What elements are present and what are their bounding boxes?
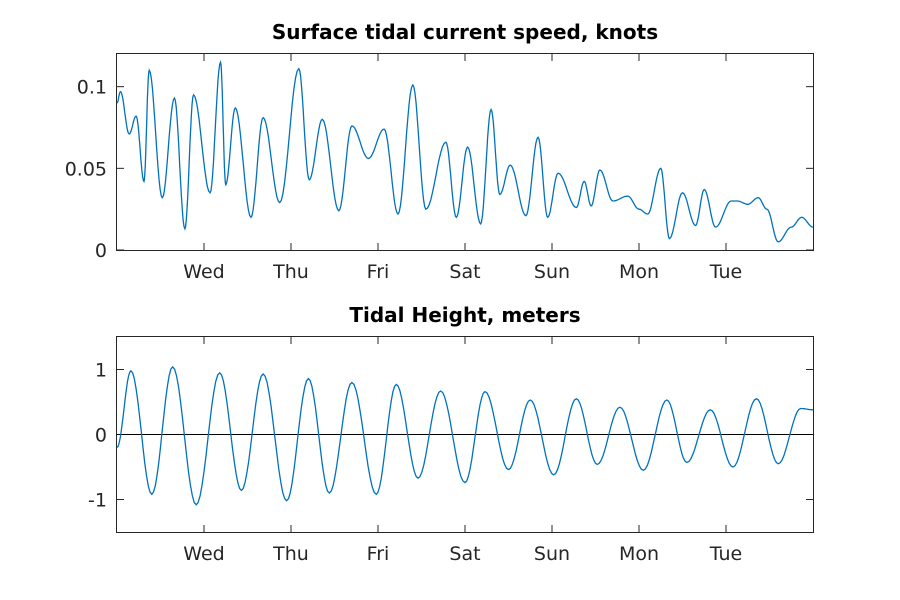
y-tick-label: 0.1 — [77, 77, 107, 99]
x-tick-label: Sat — [449, 261, 480, 283]
tick-group: Wed Thu Fri Sat Sun Mon Tue 0 0.05 0.1 — [65, 54, 813, 283]
x-tick-label: Sun — [534, 261, 570, 283]
x-tick-label: Tue — [709, 261, 742, 283]
x-tick-label: Mon — [619, 543, 659, 565]
y-tick-label: -1 — [88, 490, 107, 512]
plot-area — [116, 53, 814, 251]
y-tick-label: 0 — [95, 240, 107, 262]
tick-group: Wed Thu Fri Sat Sun Mon Tue -1 0 1 — [88, 337, 813, 565]
x-tick-label: Sun — [534, 543, 570, 565]
chart-title: Surface tidal current speed, knots — [272, 20, 658, 44]
y-tick-label: 0 — [95, 425, 107, 447]
x-tick-label: Thu — [272, 543, 309, 565]
x-tick-label: Mon — [619, 261, 659, 283]
series-line — [116, 59, 814, 243]
current-speed-chart: Surface tidal current speed, knots Wed Th… — [65, 20, 814, 283]
x-tick-label: Fri — [367, 543, 390, 565]
chart-title: Tidal Height, meters — [349, 303, 580, 327]
x-tick-label: Thu — [272, 261, 309, 283]
series-line — [116, 365, 813, 506]
series-group — [116, 365, 813, 506]
series-group — [116, 59, 814, 243]
tidal-height-chart: Tidal Height, meters Wed Thu Fri Sat Sun Mon T… — [88, 303, 814, 565]
x-tick-label: Wed — [183, 261, 224, 283]
x-tick-label: Sat — [449, 543, 480, 565]
y-tick-label: 0.05 — [65, 158, 107, 180]
x-tick-label: Fri — [367, 261, 390, 283]
y-tick-label: 1 — [95, 360, 107, 382]
x-tick-label: Wed — [183, 543, 224, 565]
x-tick-label: Tue — [709, 543, 742, 565]
